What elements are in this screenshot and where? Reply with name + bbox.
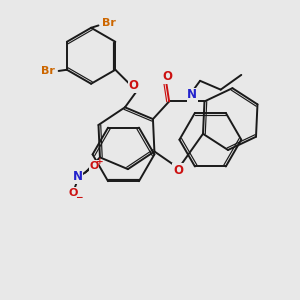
- Text: O: O: [89, 160, 99, 171]
- Text: Br: Br: [102, 18, 116, 28]
- Text: N: N: [187, 88, 197, 101]
- Text: +: +: [95, 157, 103, 166]
- Text: O: O: [162, 70, 172, 83]
- Text: −: −: [75, 194, 82, 202]
- Text: N: N: [73, 170, 83, 183]
- Text: Br: Br: [40, 66, 55, 76]
- Text: O: O: [173, 164, 183, 176]
- Text: O: O: [69, 188, 78, 198]
- Text: O: O: [128, 79, 138, 92]
